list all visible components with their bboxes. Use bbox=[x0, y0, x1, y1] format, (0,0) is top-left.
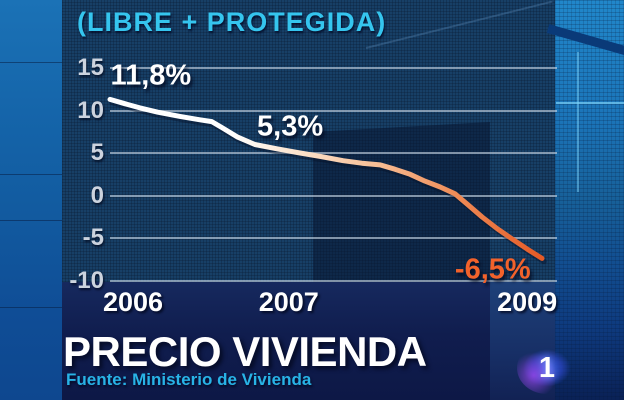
left-panel-divider bbox=[0, 220, 62, 221]
source-credit: Fuente: Ministerio de Vivienda bbox=[66, 370, 312, 389]
background-shadow-block bbox=[313, 122, 490, 282]
background-left-panel bbox=[0, 0, 62, 400]
decor-vertical-line bbox=[577, 52, 579, 192]
channel-number: 1 bbox=[538, 352, 556, 384]
left-panel-divider bbox=[0, 62, 62, 63]
channel-logo-badge: 1 bbox=[517, 342, 577, 394]
chart-subtitle: (LIBRE + PROTEGIDA) bbox=[77, 7, 387, 37]
left-panel-divider bbox=[0, 174, 62, 175]
trend-line bbox=[107, 96, 545, 261]
background-right-panel bbox=[555, 0, 624, 400]
trend-line-shadow bbox=[109, 99, 547, 265]
decor-horizontal-line bbox=[556, 102, 624, 104]
headline-title: PRECIO VIVIENDA bbox=[63, 328, 427, 375]
background-bottom-band bbox=[62, 282, 555, 400]
left-panel-divider bbox=[0, 307, 62, 308]
badge-glow-icon bbox=[517, 342, 577, 394]
